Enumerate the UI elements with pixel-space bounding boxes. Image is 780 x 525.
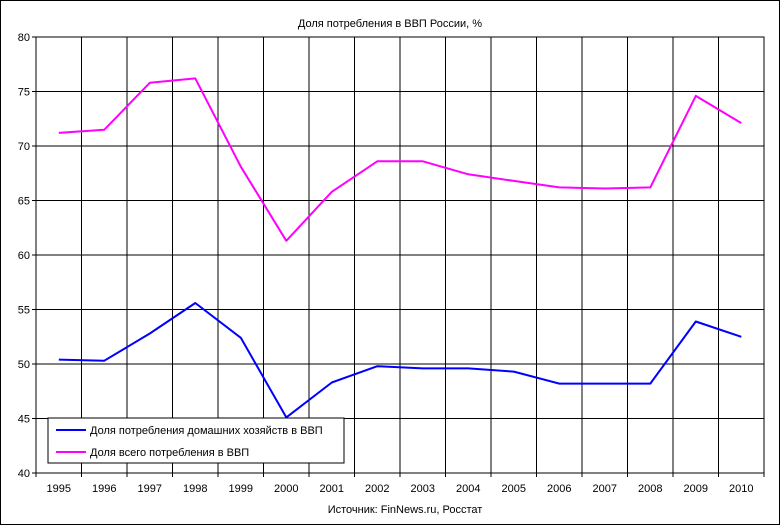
x-tick-label: 2002 [365,483,389,495]
x-tick-label: 2003 [411,483,435,495]
series-line-households [58,302,742,419]
y-tick-label: 55 [18,305,30,317]
x-axis-tick-labels: 1995 1996 1997 1998 1999 2000 2001 2002 2003 2004… [47,483,754,495]
x-tick-label: 2009 [684,483,708,495]
legend-label-households: Доля потребления домашних хозяйств в ВВП [90,425,323,437]
y-tick-label: 70 [18,141,30,153]
grid-lines [32,36,765,477]
x-tick-label: 1999 [229,483,253,495]
series-lines [58,77,742,419]
x-tick-label: 1996 [92,483,116,495]
x-tick-label: 1997 [138,483,162,495]
y-tick-label: 40 [18,468,30,480]
y-tick-label: 50 [18,359,30,371]
x-tick-label: 2010 [729,483,753,495]
legend-box [47,417,345,464]
legend-label-total: Доля всего потребления в ВВП [90,447,249,459]
x-tick-label: 2000 [274,483,298,495]
x-tick-label: 1995 [47,483,71,495]
y-tick-label: 80 [18,32,30,44]
series-line-total [58,77,742,242]
legend: Доля потребления домашних хозяйств в ВВП… [47,417,345,464]
y-axis-tick-labels: 40 45 50 55 60 65 70 75 80 [18,32,30,480]
y-tick-label: 65 [18,196,30,208]
x-tick-label: 2006 [547,483,571,495]
y-tick-label: 60 [18,250,30,262]
chart-title: Доля потребления в ВВП России, % [298,18,482,30]
x-tick-label: 2007 [593,483,617,495]
y-tick-label: 45 [18,414,30,426]
x-tick-label: 2008 [638,483,662,495]
x-tick-label: 2004 [456,483,480,495]
y-tick-label: 75 [18,87,30,99]
x-tick-label: 2001 [320,483,344,495]
x-tick-label: 2005 [502,483,526,495]
source-note: Источник: FinNews.ru, Росстат [328,504,483,516]
x-tick-label: 1998 [183,483,207,495]
